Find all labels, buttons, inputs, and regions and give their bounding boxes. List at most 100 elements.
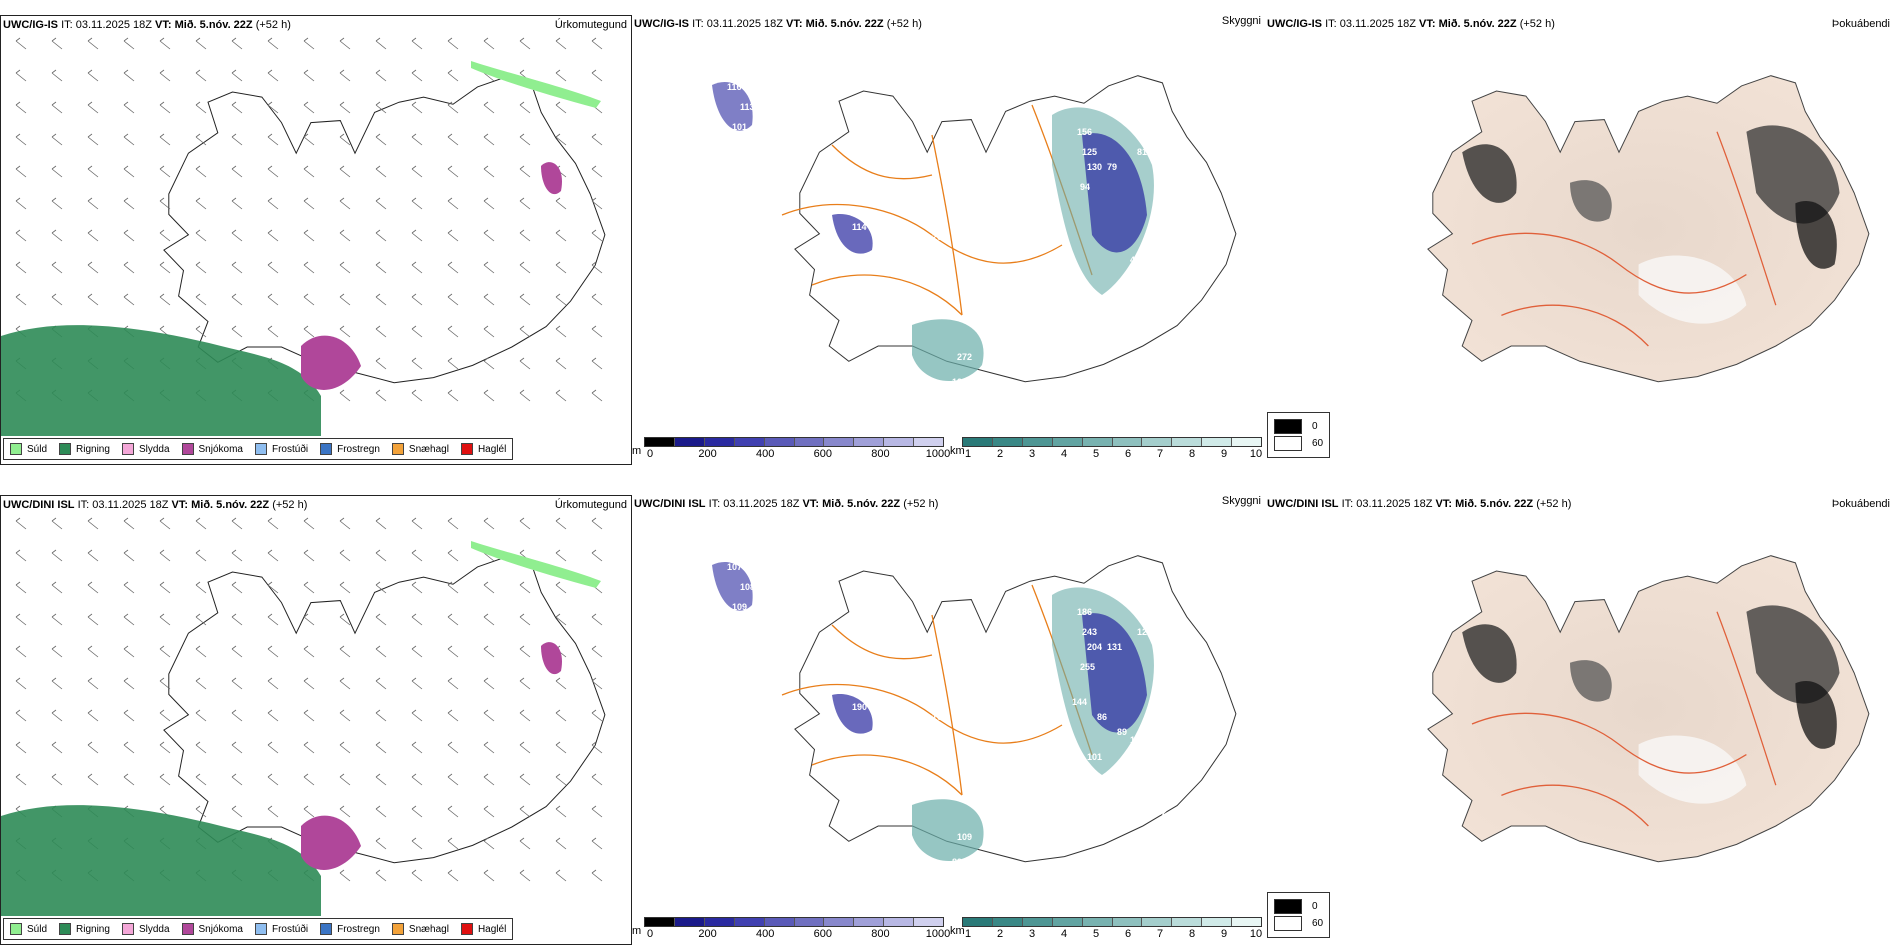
fog-legend-item: 60 [1274, 436, 1323, 451]
cloud-base-value: 114 [852, 222, 867, 232]
colorbar-unit: km [950, 445, 965, 457]
colorbar-segment [734, 918, 765, 926]
colorbar-segment [674, 438, 705, 446]
colorbar-segment [963, 918, 993, 926]
fog-legend-item: 0 [1274, 899, 1323, 914]
legend-label: Súld [27, 443, 48, 455]
fog-map [1427, 75, 1870, 383]
visibility-panel-2: UWC/DINI ISL IT: 03.11.2025 18Z VT: Mið.… [632, 495, 1265, 945]
colorbar-segment [914, 918, 944, 926]
cloud-base-value: 101 [732, 122, 747, 132]
cloud-base-value: 109 [732, 602, 747, 612]
colorbar-segment [794, 918, 825, 926]
precip-map [1, 517, 606, 916]
cloud-base-value: 243 [1082, 627, 1097, 637]
legend-swatch [181, 923, 194, 935]
colorbar-tick: 1 [964, 928, 972, 940]
cloud-base-value: 85 [890, 712, 900, 722]
fog-legend-label: 0 [1312, 901, 1318, 912]
colorbar-tick: 4 [1060, 448, 1068, 460]
cloud-base-value: 109 [932, 712, 947, 722]
cloud-base-value: 116 [727, 82, 742, 92]
colorbar-segment [854, 438, 885, 446]
precip-type-panel-1: UWC/IG-IS IT: 03.11.2025 18Z VT: Mið. 5.… [0, 15, 632, 465]
fog-legend-label: 60 [1312, 918, 1324, 929]
cloud-base-value: 186 [1077, 607, 1092, 617]
cloud-base-value: 204 [1087, 642, 1102, 652]
legend-item: Haglél [460, 443, 506, 455]
legend-swatch [59, 443, 72, 455]
colorbar-segment [824, 438, 855, 446]
legend-swatch [10, 443, 22, 455]
colorbar-tick: 600 [813, 448, 832, 460]
colorbar-segment [704, 438, 735, 446]
cloud-base-value: 101 [1087, 752, 1102, 762]
cloud-base-value: 52 [1157, 807, 1167, 817]
cloud-base-colorbar: m 0 200 400 600 800 1000 [632, 917, 950, 941]
panel-header: UWC/IG-IS IT: 03.11.2025 18Z VT: Mið. 5.… [3, 19, 291, 31]
cloud-base-value: 370 [1142, 749, 1157, 759]
fog-legend-swatch [1274, 419, 1302, 434]
cloud-base-value: 75 [1160, 175, 1170, 185]
cloud-base-value: 272 [957, 352, 972, 362]
colorbar-tick: 5 [1092, 928, 1100, 940]
colorbar-segment [1172, 918, 1203, 926]
colorbar-segment [992, 438, 1023, 446]
colorbar-segment [992, 918, 1023, 926]
colorbar-segment [704, 918, 735, 926]
colorbar-segment [1142, 438, 1173, 446]
colorbar-tick: 400 [756, 928, 775, 940]
fog-panel-2: UWC/DINI ISL IT: 03.11.2025 18Z VT: Mið.… [1265, 495, 1900, 945]
legend-swatch [391, 923, 404, 935]
colorbar-segment [674, 918, 705, 926]
legend-item: Snæhagl [391, 443, 449, 455]
colorbar-segment [1202, 438, 1233, 446]
colorbar-tick: 0 [646, 448, 654, 460]
colorbar-segment [1172, 438, 1203, 446]
cloud-base-colorbar: m 0 200 400 600 800 1000 [632, 437, 950, 461]
fog-legend-item: 0 [1274, 419, 1323, 434]
colorbar-segment [1232, 438, 1262, 446]
fog-map [1427, 555, 1870, 863]
legend-item: Slydda [121, 923, 170, 935]
colorbar-segment [824, 918, 855, 926]
cloud-base-value: 89 [952, 857, 962, 867]
colorbar-segment [1022, 438, 1053, 446]
cloud-base-value: 144 [1072, 697, 1087, 707]
cloud-base-value: 97 [1132, 787, 1142, 797]
legend-label: Snæhagl [408, 923, 449, 935]
fog-legend-swatch [1274, 916, 1302, 931]
cloud-base-value: 125 [1082, 147, 1097, 157]
legend-swatch [320, 443, 333, 455]
fog-legend-item: 60 [1274, 916, 1323, 931]
colorbar-tick: 1000 [925, 928, 951, 940]
legend-item: Slydda [121, 443, 170, 455]
colorbar-unit: m [632, 925, 642, 937]
cloud-base-value: 121 [1137, 627, 1152, 637]
colorbar-tick: 600 [813, 928, 832, 940]
colorbar-unit: m [632, 445, 642, 457]
colorbar-segment [854, 918, 885, 926]
legend-label: Rigning [76, 443, 110, 455]
fog-legend-swatch [1274, 899, 1302, 914]
cloud-base-value: 153 [1167, 667, 1182, 677]
legend-swatch [181, 443, 194, 455]
colorbar-segment [1112, 918, 1143, 926]
colorbar-tick: 3 [1028, 448, 1036, 460]
fog-legend-swatch [1274, 436, 1302, 451]
colorbar-tick: 7 [1156, 928, 1164, 940]
cloud-base-value: 86 [1097, 712, 1107, 722]
visibility-colorbar: km 1 2 3 4 5 6 7 8 9 10 [950, 437, 1262, 461]
colorbar-tick: 6 [1124, 448, 1132, 460]
colorbar-segment [884, 438, 915, 446]
legend-swatch [320, 923, 333, 935]
cloud-base-value: 202 [932, 232, 947, 242]
colorbar-segment [734, 438, 765, 446]
colorbar-unit: km [950, 925, 965, 937]
legend-item: Snæhagl [391, 923, 449, 935]
fog-panel-1: UWC/IG-IS IT: 03.11.2025 18Z VT: Mið. 5.… [1265, 15, 1900, 465]
colorbar-segment [1082, 438, 1113, 446]
cloud-base-value: 116 [890, 232, 905, 242]
colorbar-tick: 2 [996, 928, 1004, 940]
